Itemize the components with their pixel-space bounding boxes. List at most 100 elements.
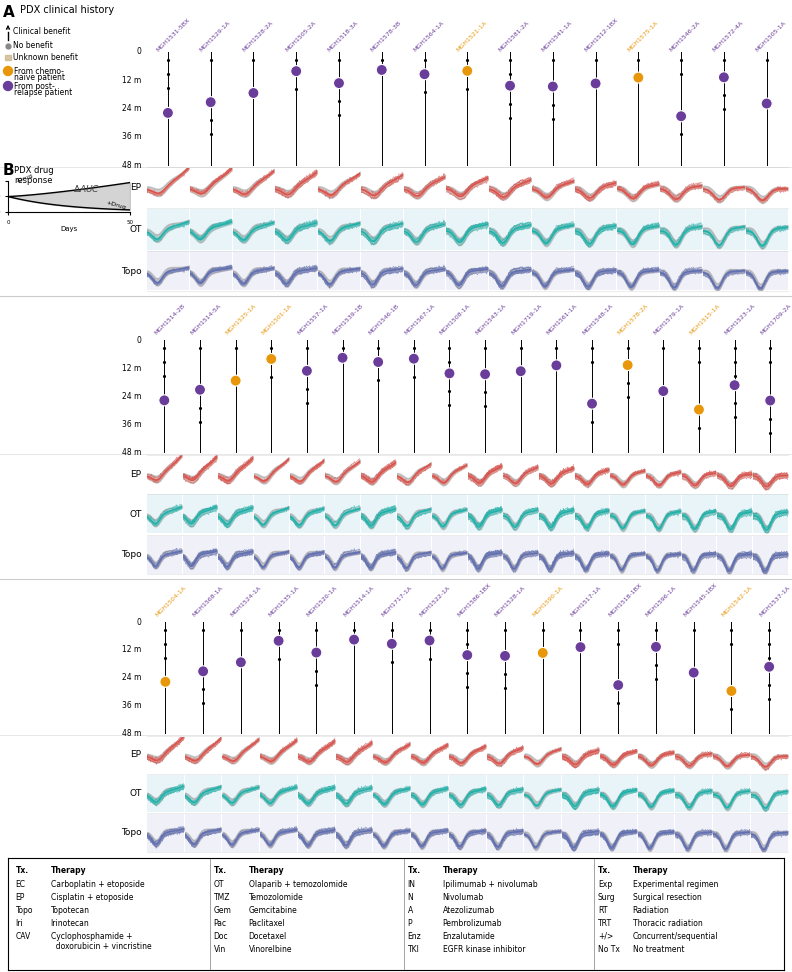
Text: 0: 0	[137, 617, 142, 627]
Text: MGH1504-1A: MGH1504-1A	[154, 585, 187, 618]
Circle shape	[537, 647, 548, 658]
Text: Tx.: Tx.	[598, 866, 611, 875]
Circle shape	[373, 357, 383, 367]
Text: P: P	[408, 920, 413, 928]
Text: MGH1505-2A: MGH1505-2A	[284, 20, 317, 53]
Text: B: B	[3, 163, 14, 178]
Text: TRT: TRT	[598, 920, 612, 928]
Text: 36 m: 36 m	[122, 132, 142, 141]
Circle shape	[462, 649, 473, 661]
Text: From post-: From post-	[14, 82, 55, 91]
Text: +/>: +/>	[598, 932, 613, 941]
Text: Atezolizumab: Atezolizumab	[443, 906, 495, 916]
Circle shape	[718, 72, 729, 83]
Circle shape	[205, 96, 216, 108]
Text: MGH1528-2A: MGH1528-2A	[242, 20, 274, 53]
Text: Olaparib + temozolomide: Olaparib + temozolomide	[249, 881, 347, 889]
Text: OT: OT	[214, 881, 224, 889]
Circle shape	[462, 65, 473, 77]
Text: Topo: Topo	[121, 550, 142, 559]
Text: MGH1717-1A: MGH1717-1A	[381, 585, 413, 618]
Text: MGH1546-2A: MGH1546-2A	[669, 20, 702, 53]
Text: Paclitaxel: Paclitaxel	[249, 920, 285, 928]
Circle shape	[386, 639, 398, 649]
Text: MGH1517-1A: MGH1517-1A	[569, 585, 602, 618]
Text: Exp: Exp	[598, 881, 612, 889]
Circle shape	[551, 360, 562, 371]
Text: $\Delta$AUC: $\Delta$AUC	[73, 183, 100, 193]
Text: 48 m: 48 m	[122, 160, 142, 169]
Circle shape	[3, 66, 13, 76]
Text: EP: EP	[131, 183, 142, 191]
Text: Therapy: Therapy	[51, 866, 86, 875]
Text: A: A	[3, 5, 15, 20]
Text: MGH1512-1BX: MGH1512-1BX	[584, 17, 619, 53]
Text: RT: RT	[598, 906, 607, 916]
Text: MGH1581-2A: MGH1581-2A	[498, 20, 531, 53]
Circle shape	[547, 81, 558, 92]
Text: MGH1535-1A: MGH1535-1A	[268, 585, 300, 618]
Circle shape	[376, 64, 387, 76]
Circle shape	[291, 66, 302, 77]
Text: Temozolomide: Temozolomide	[249, 893, 303, 902]
Circle shape	[658, 386, 668, 397]
Circle shape	[162, 107, 173, 119]
Text: MGH1596-1A: MGH1596-1A	[645, 585, 677, 618]
Text: MGH1539-1B: MGH1539-1B	[332, 303, 364, 336]
Text: EGFR kinase inhibitor: EGFR kinase inhibitor	[443, 945, 525, 954]
Text: 24 m: 24 m	[122, 392, 142, 400]
Circle shape	[729, 380, 740, 391]
Text: Cyclophosphamide +
  doxorubicin + vincristine: Cyclophosphamide + doxorubicin + vincris…	[51, 932, 151, 952]
Circle shape	[500, 650, 511, 661]
Circle shape	[613, 679, 624, 690]
Circle shape	[516, 365, 526, 377]
Text: EP: EP	[16, 893, 25, 902]
Text: Experimental regimen: Experimental regimen	[633, 881, 718, 889]
Text: MGH1508-1A: MGH1508-1A	[439, 303, 471, 336]
Text: Tx.: Tx.	[16, 866, 29, 875]
Text: MGH1548-1A: MGH1548-1A	[581, 303, 614, 336]
Text: MGH1541-1A: MGH1541-1A	[541, 20, 573, 53]
Circle shape	[763, 661, 775, 673]
Circle shape	[590, 78, 601, 89]
Text: MGH1515-1A: MGH1515-1A	[688, 303, 721, 336]
Text: OT: OT	[129, 225, 142, 233]
Text: Docetaxel: Docetaxel	[249, 932, 287, 941]
Text: CAV: CAV	[16, 932, 31, 941]
Text: MGH1561-1A: MGH1561-1A	[546, 303, 578, 336]
Text: MGH1568-1A: MGH1568-1A	[192, 585, 224, 618]
Circle shape	[273, 636, 284, 646]
Text: Carboplatin + etoposide: Carboplatin + etoposide	[51, 881, 144, 889]
Text: No treatment: No treatment	[633, 945, 684, 954]
Circle shape	[159, 395, 169, 406]
Text: EP: EP	[131, 469, 142, 478]
Text: MGH1501-1A: MGH1501-1A	[261, 303, 293, 336]
Text: N: N	[408, 893, 413, 902]
Text: MGH1505-1A: MGH1505-1A	[755, 20, 787, 53]
Text: Therapy: Therapy	[633, 866, 668, 875]
Text: OT: OT	[129, 788, 142, 797]
Text: Irinotecan: Irinotecan	[51, 920, 89, 928]
Bar	[5, 55, 11, 60]
Text: MGH1564-1A: MGH1564-1A	[413, 20, 445, 53]
Text: Enz: Enz	[408, 932, 421, 941]
Text: IN: IN	[408, 881, 416, 889]
Circle shape	[333, 78, 345, 88]
Circle shape	[575, 642, 586, 652]
Text: MGH1575-1A: MGH1575-1A	[626, 20, 659, 53]
Text: MGH1522-1A: MGH1522-1A	[418, 585, 451, 618]
Text: A: A	[408, 906, 413, 916]
Text: Gemcitabine: Gemcitabine	[249, 906, 297, 916]
Text: MGH1514-1A: MGH1514-1A	[343, 585, 375, 618]
Circle shape	[230, 375, 241, 386]
Text: MGH1531-5BX: MGH1531-5BX	[156, 17, 192, 53]
Text: -Drug: -Drug	[15, 173, 33, 185]
Circle shape	[409, 353, 419, 364]
Text: Cisplatin + etoposide: Cisplatin + etoposide	[51, 893, 133, 902]
Text: MGH1537-1A: MGH1537-1A	[758, 585, 790, 618]
Text: MGH1546-1B: MGH1546-1B	[367, 303, 400, 336]
Text: MGH1542-1A: MGH1542-1A	[721, 585, 753, 618]
Circle shape	[444, 367, 455, 379]
Text: 24 m: 24 m	[122, 673, 142, 682]
Text: Topotecan: Topotecan	[51, 906, 89, 916]
